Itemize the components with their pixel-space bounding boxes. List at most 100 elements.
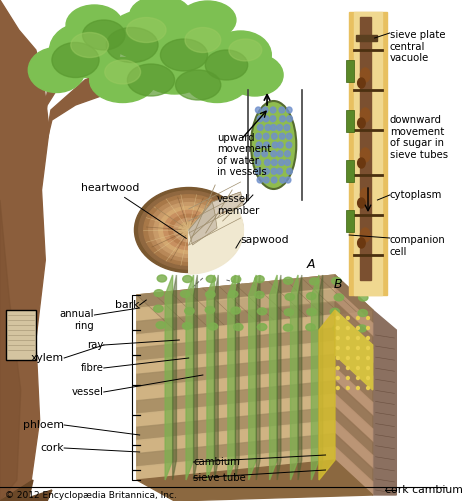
Circle shape	[337, 386, 339, 389]
Polygon shape	[165, 275, 173, 480]
Ellipse shape	[185, 308, 194, 315]
Ellipse shape	[156, 322, 165, 329]
Circle shape	[286, 133, 292, 139]
Polygon shape	[137, 288, 335, 322]
Circle shape	[346, 347, 349, 350]
Polygon shape	[137, 341, 335, 374]
Ellipse shape	[333, 325, 342, 332]
Circle shape	[346, 357, 349, 360]
Text: cytoplasm: cytoplasm	[390, 190, 442, 200]
Ellipse shape	[154, 305, 163, 312]
Polygon shape	[335, 394, 373, 442]
Polygon shape	[335, 302, 373, 350]
Ellipse shape	[360, 148, 370, 162]
Polygon shape	[319, 310, 335, 480]
Circle shape	[346, 386, 349, 389]
Text: bark: bark	[115, 300, 140, 310]
Ellipse shape	[285, 294, 294, 301]
Circle shape	[366, 357, 369, 360]
Circle shape	[277, 142, 283, 148]
Circle shape	[271, 125, 276, 130]
Polygon shape	[189, 208, 244, 274]
Circle shape	[366, 347, 369, 350]
Ellipse shape	[154, 202, 224, 258]
Ellipse shape	[169, 214, 209, 245]
Circle shape	[346, 327, 349, 330]
Polygon shape	[191, 215, 217, 245]
Circle shape	[280, 116, 285, 122]
Circle shape	[255, 107, 261, 113]
Circle shape	[254, 151, 260, 157]
Circle shape	[337, 376, 339, 379]
Polygon shape	[214, 275, 218, 480]
Polygon shape	[189, 202, 215, 238]
Circle shape	[255, 168, 261, 174]
Polygon shape	[335, 433, 373, 482]
Circle shape	[337, 357, 339, 360]
Circle shape	[337, 337, 339, 340]
Circle shape	[286, 142, 292, 148]
Circle shape	[337, 327, 339, 330]
Ellipse shape	[205, 50, 248, 80]
Ellipse shape	[160, 39, 208, 71]
Ellipse shape	[128, 64, 174, 96]
Text: cork cambium: cork cambium	[385, 485, 463, 495]
Ellipse shape	[310, 278, 319, 285]
Ellipse shape	[231, 276, 241, 283]
Circle shape	[366, 386, 369, 389]
Circle shape	[284, 125, 290, 130]
Circle shape	[255, 159, 261, 165]
Text: © 2012 Encyclopædia Britannica, Inc.: © 2012 Encyclopædia Britannica, Inc.	[5, 490, 177, 499]
Circle shape	[280, 177, 285, 183]
Circle shape	[279, 133, 285, 139]
Polygon shape	[173, 275, 176, 480]
Bar	[359, 17, 371, 280]
Circle shape	[277, 125, 283, 130]
Circle shape	[271, 177, 277, 183]
Circle shape	[272, 159, 277, 165]
Polygon shape	[137, 433, 335, 467]
Polygon shape	[228, 275, 236, 480]
Ellipse shape	[127, 18, 166, 43]
Ellipse shape	[130, 0, 191, 34]
Polygon shape	[270, 275, 277, 480]
Bar	[356, 35, 376, 41]
Ellipse shape	[90, 58, 155, 103]
Bar	[346, 110, 354, 132]
Ellipse shape	[234, 324, 243, 331]
Text: A: A	[307, 259, 316, 272]
Ellipse shape	[135, 187, 243, 273]
Polygon shape	[335, 328, 373, 376]
Bar	[6, 310, 36, 360]
Text: downward
movement
of sugar in
sieve tubes: downward movement of sugar in sieve tube…	[390, 115, 448, 160]
Circle shape	[256, 133, 261, 139]
Circle shape	[264, 142, 269, 148]
Polygon shape	[44, 55, 170, 155]
Text: sieve tube: sieve tube	[193, 473, 246, 483]
Ellipse shape	[174, 218, 204, 241]
Text: upward
movement
of water
in vessels: upward movement of water in vessels	[217, 133, 272, 177]
Text: fibre: fibre	[81, 363, 104, 373]
Circle shape	[337, 347, 339, 350]
Polygon shape	[137, 447, 335, 480]
Circle shape	[346, 317, 349, 320]
Bar	[349, 12, 387, 295]
Ellipse shape	[360, 188, 370, 202]
Polygon shape	[137, 275, 335, 308]
Polygon shape	[137, 275, 335, 480]
Ellipse shape	[66, 5, 123, 45]
Ellipse shape	[106, 28, 158, 63]
Polygon shape	[335, 341, 373, 389]
Ellipse shape	[307, 293, 316, 300]
Circle shape	[277, 168, 283, 174]
Circle shape	[279, 159, 284, 165]
Polygon shape	[335, 288, 373, 337]
Circle shape	[356, 376, 359, 379]
Ellipse shape	[360, 228, 370, 242]
Ellipse shape	[154, 290, 164, 297]
Text: sapwood: sapwood	[241, 235, 289, 245]
Ellipse shape	[185, 58, 249, 103]
Polygon shape	[137, 420, 335, 453]
Polygon shape	[137, 328, 335, 361]
Circle shape	[287, 168, 292, 174]
